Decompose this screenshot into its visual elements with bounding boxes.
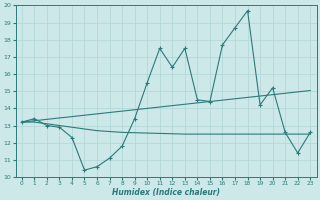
X-axis label: Humidex (Indice chaleur): Humidex (Indice chaleur) xyxy=(112,188,220,197)
